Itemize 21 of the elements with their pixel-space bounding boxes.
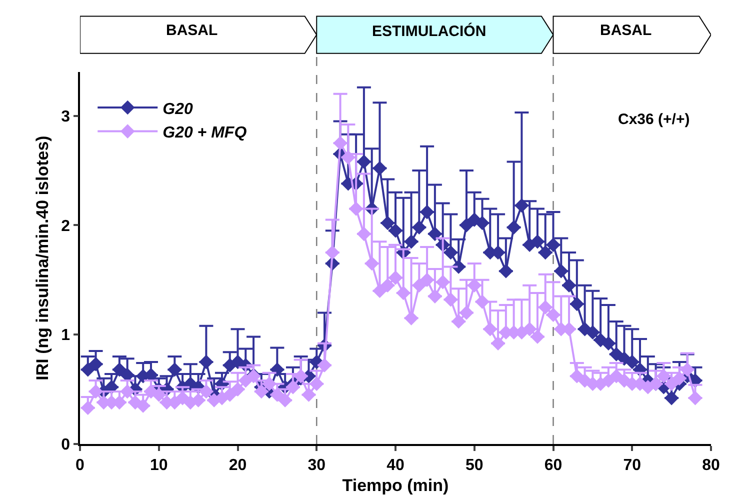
- x-tick-label: 60: [544, 456, 562, 474]
- legend-label: G20 + MFQ: [162, 124, 248, 142]
- x-tick-label: 70: [623, 456, 642, 474]
- x-tick-label: 30: [308, 456, 326, 474]
- x-tick-label: 20: [228, 456, 247, 474]
- text: BASAL: [166, 22, 218, 39]
- annotation: Cx36 (+/+): [618, 111, 690, 128]
- x-tick-label: 10: [150, 456, 168, 474]
- y-tick-label: 0: [61, 436, 70, 454]
- y-tick-label: 1: [61, 327, 70, 344]
- text: BASAL: [600, 22, 652, 39]
- x-axis-title: Tiempo (min): [342, 476, 449, 495]
- x-tick-label: 50: [465, 456, 484, 474]
- y-axis-title: IRI (ng insulina/min.40 islotes): [33, 136, 52, 380]
- y-tick-label: 2: [61, 218, 70, 235]
- text: ESTIMULACIÓN: [372, 22, 486, 40]
- x-tick-label: 40: [386, 456, 404, 474]
- legend-label: G20: [162, 100, 193, 118]
- x-tick-label: 0: [76, 456, 85, 474]
- x-tick-label: 80: [702, 456, 720, 474]
- y-tick-label: 3: [61, 108, 70, 126]
